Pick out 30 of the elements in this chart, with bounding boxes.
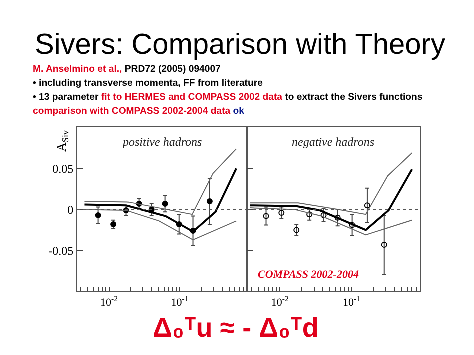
point [349, 222, 356, 228]
point [306, 212, 313, 218]
text: to extract the Sivers functions [285, 92, 423, 103]
text: • 13 parameter [33, 92, 100, 103]
point [334, 214, 341, 221]
y-tick-label: 0 [68, 202, 74, 217]
text: positive hadrons [122, 135, 203, 149]
point [278, 210, 285, 216]
text: ok [233, 106, 246, 117]
point [263, 213, 270, 220]
y-tick-label: 0.05 [52, 162, 74, 176]
text: • including transverse momenta, FF from literature [33, 78, 263, 89]
point [294, 227, 300, 234]
x-tick-label: 10$^{-1}$ [342, 294, 361, 309]
x-tick-label: 10$^{-2}$ [100, 294, 118, 309]
text: comparison with COMPASS 2002-2004 data [33, 106, 232, 117]
x-tick-label: 10$^{-2}$ [271, 294, 289, 309]
point [162, 200, 168, 207]
x-tick-label: 10$^{-1}$ [171, 294, 189, 309]
text: PRD72 (2005) 094007 [124, 64, 221, 75]
text: negative hadrons [292, 135, 375, 149]
text: Δ₀ᵀu ≈ - Δ₀ᵀd [153, 313, 319, 343]
text: M. Anselmino et al., [33, 64, 123, 75]
y-tick-label: -0.05 [48, 244, 74, 258]
text: fit to HERMES and COMPASS 2002 data [101, 92, 284, 103]
point [320, 212, 327, 218]
annotation: COMPASS 2002-2004 [258, 269, 360, 281]
point [364, 202, 370, 209]
point [95, 212, 102, 218]
text: Sivers: Comparison with Theory [35, 29, 446, 61]
